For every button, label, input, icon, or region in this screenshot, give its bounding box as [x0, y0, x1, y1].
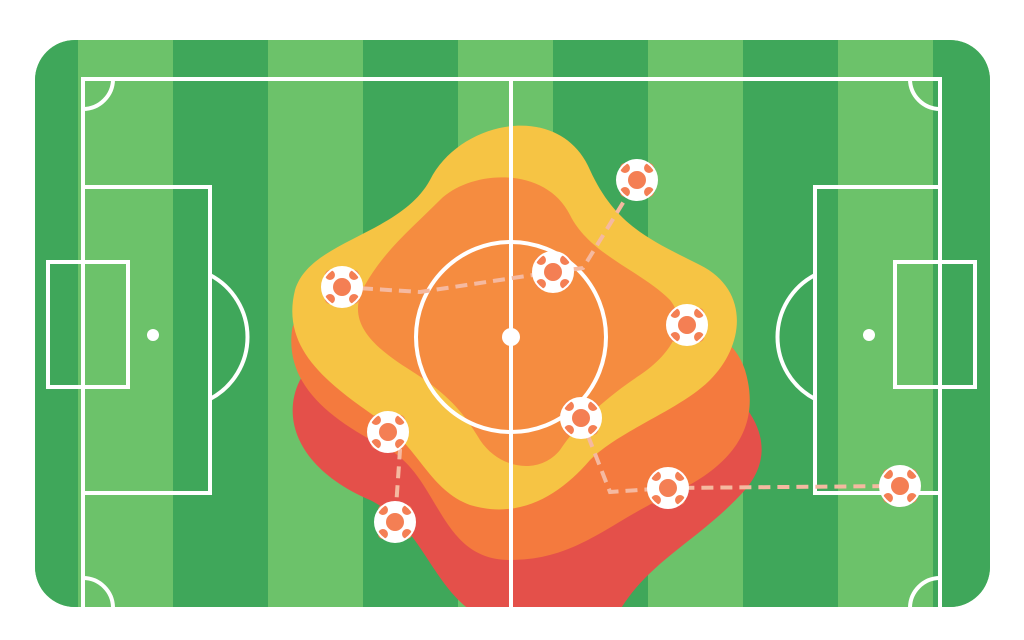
grass-stripe-dark	[35, 40, 78, 607]
heatmap	[291, 125, 762, 607]
right-penalty-box	[813, 185, 942, 495]
pitch	[35, 40, 990, 607]
grass-stripe-dark	[933, 40, 990, 607]
player-marker-icon[interactable]	[879, 465, 921, 507]
grass-stripe-dark	[743, 40, 838, 607]
corner-arc-bottom-right	[908, 576, 941, 607]
left-penalty-spot	[147, 329, 159, 341]
player-marker-icon[interactable]	[666, 304, 708, 346]
corner-arc-top-right	[908, 78, 941, 111]
left-penalty-arc	[209, 273, 250, 401]
player-markers	[321, 159, 921, 543]
heat-zone-core	[357, 177, 679, 467]
player-marker-icon[interactable]	[374, 501, 416, 543]
player-marker-icon[interactable]	[367, 411, 409, 453]
player-marker-icon[interactable]	[560, 397, 602, 439]
right-penalty-spot	[863, 329, 875, 341]
player-marker-icon[interactable]	[616, 159, 658, 201]
pass-line	[579, 417, 901, 495]
left-goal-box	[46, 260, 130, 389]
player-marker-icon[interactable]	[647, 467, 689, 509]
corner-arc-top-left	[82, 78, 115, 111]
pass-line	[341, 270, 554, 295]
center-spot	[502, 328, 520, 346]
left-penalty-box	[81, 185, 212, 495]
player-marker-icon[interactable]	[532, 251, 574, 293]
center-circle	[414, 240, 608, 434]
grass-stripe-dark	[173, 40, 268, 607]
pitch-markings	[46, 77, 977, 607]
right-penalty-arc	[775, 273, 816, 401]
corner-arc-bottom-left	[82, 576, 115, 607]
right-goal-box	[893, 260, 977, 389]
player-marker-icon[interactable]	[321, 266, 363, 308]
